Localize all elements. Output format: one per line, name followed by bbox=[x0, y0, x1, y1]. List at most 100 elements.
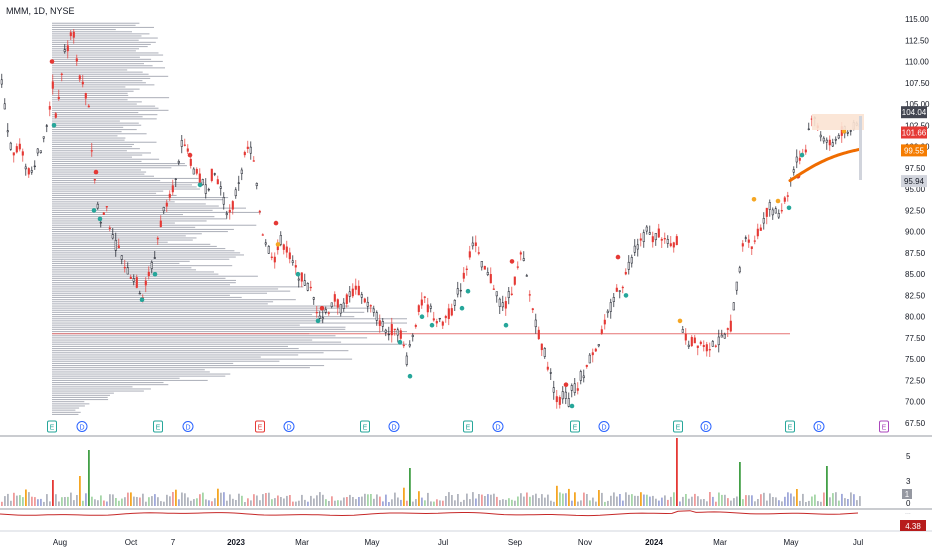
time-axis[interactable]: Aug Oct 7 2023 Mar May Jul Sep Nov 2024 Mar May Jul bbox=[53, 538, 863, 547]
candle-body bbox=[411, 334, 414, 337]
volume-bar bbox=[646, 494, 648, 506]
candle-body bbox=[564, 391, 567, 399]
event-marker-letter: E bbox=[466, 425, 471, 432]
candle-body bbox=[18, 143, 21, 150]
volume-profile-bar bbox=[52, 409, 76, 411]
volume-bar bbox=[796, 489, 798, 506]
volume-bar bbox=[49, 501, 51, 506]
candle-body bbox=[9, 142, 12, 150]
volume-bar bbox=[499, 500, 501, 506]
volume-profile-bar bbox=[52, 301, 274, 303]
candle-body bbox=[720, 334, 723, 338]
candle-body bbox=[279, 235, 282, 245]
signal-dot bbox=[503, 322, 509, 328]
volume-profile-bar bbox=[52, 77, 151, 79]
volume-profile-bar bbox=[52, 369, 205, 371]
candle-body bbox=[480, 261, 483, 268]
volume-bar bbox=[322, 494, 324, 506]
volume-profile-bar bbox=[52, 52, 159, 54]
volume-profile-bar bbox=[52, 337, 368, 339]
volume-bar bbox=[127, 492, 129, 506]
candle-body bbox=[132, 278, 135, 282]
volume-profile-bar bbox=[52, 384, 169, 386]
candle-body bbox=[204, 184, 207, 194]
price-axis-tick-label: 110.00 bbox=[905, 58, 929, 67]
volume-bar bbox=[457, 494, 459, 506]
volume-bar bbox=[718, 492, 720, 506]
time-axis-label: 7 bbox=[171, 538, 176, 547]
candle-body bbox=[66, 45, 69, 52]
signal-dot bbox=[799, 152, 805, 158]
volume-bar bbox=[763, 492, 765, 506]
candle-body bbox=[90, 150, 93, 152]
candle-body bbox=[747, 239, 750, 243]
volume-bar bbox=[508, 498, 510, 506]
volume-bar bbox=[82, 500, 84, 506]
candle-body bbox=[819, 134, 822, 138]
candle-body bbox=[108, 227, 111, 229]
volume-bar bbox=[574, 492, 576, 506]
volume-bar bbox=[361, 496, 363, 506]
signal-dot bbox=[139, 297, 145, 303]
volume-axis-tick-label: 0 bbox=[906, 499, 911, 508]
candle-body bbox=[192, 168, 195, 175]
candle-body bbox=[144, 280, 147, 286]
candle-body bbox=[225, 213, 228, 216]
time-axis-label: Mar bbox=[713, 538, 727, 547]
price-axis[interactable]: 115.00112.50110.00107.50105.00102.50100.… bbox=[905, 15, 930, 428]
volume-bar bbox=[394, 492, 396, 506]
volume-profile bbox=[52, 22, 407, 415]
volume-bar bbox=[778, 500, 780, 506]
volume-bar bbox=[424, 500, 426, 506]
volume-profile-bar bbox=[52, 260, 190, 262]
volume-profile-bar bbox=[52, 109, 169, 111]
volume-bar bbox=[670, 496, 672, 506]
dividend-marker bbox=[283, 421, 295, 432]
volume-bar bbox=[121, 498, 123, 506]
candle-body bbox=[792, 169, 795, 173]
volume-bar bbox=[652, 495, 654, 506]
candle-body bbox=[255, 183, 258, 186]
dividend-marker bbox=[182, 421, 194, 432]
volume-bar bbox=[271, 499, 273, 506]
candle-body bbox=[258, 210, 261, 213]
candle-body bbox=[36, 148, 39, 154]
volume-bar bbox=[544, 497, 546, 506]
candle-body bbox=[327, 312, 330, 314]
signal-dot bbox=[187, 152, 193, 158]
candles bbox=[0, 29, 861, 409]
volume-bar bbox=[706, 501, 708, 506]
candle-body bbox=[357, 285, 360, 296]
candle-body bbox=[513, 276, 516, 285]
candle-body bbox=[501, 302, 504, 308]
volume-profile-bar bbox=[52, 252, 241, 254]
volume-bar bbox=[742, 499, 744, 506]
price-range-box bbox=[812, 114, 864, 130]
volume-bar bbox=[187, 497, 189, 506]
volume-bar bbox=[100, 495, 102, 506]
volume-bar bbox=[331, 496, 333, 506]
candle-body bbox=[228, 209, 231, 213]
candle-body bbox=[186, 148, 189, 152]
volume-profile-bar bbox=[52, 267, 192, 269]
candle-body bbox=[507, 291, 510, 298]
volume-bar bbox=[823, 492, 825, 506]
volume-profile-bar bbox=[52, 256, 236, 258]
candle-body bbox=[369, 305, 372, 307]
volume-bar bbox=[208, 500, 210, 506]
volume-bar bbox=[448, 492, 450, 506]
volume-profile-bar bbox=[52, 248, 226, 250]
volume-bar bbox=[601, 492, 603, 506]
volume-profile-bar bbox=[52, 228, 234, 230]
price-axis-tick-label: 87.50 bbox=[905, 249, 926, 258]
volume-bar bbox=[139, 497, 141, 506]
volume-bar bbox=[487, 494, 489, 506]
volume-bar bbox=[283, 498, 285, 506]
volume-bar bbox=[703, 499, 705, 506]
candle-body bbox=[435, 321, 438, 324]
candle-body bbox=[693, 337, 696, 344]
volume-bar bbox=[817, 501, 819, 506]
volume-bar bbox=[349, 494, 351, 506]
candle-body bbox=[405, 355, 408, 365]
candle-body bbox=[207, 188, 210, 191]
